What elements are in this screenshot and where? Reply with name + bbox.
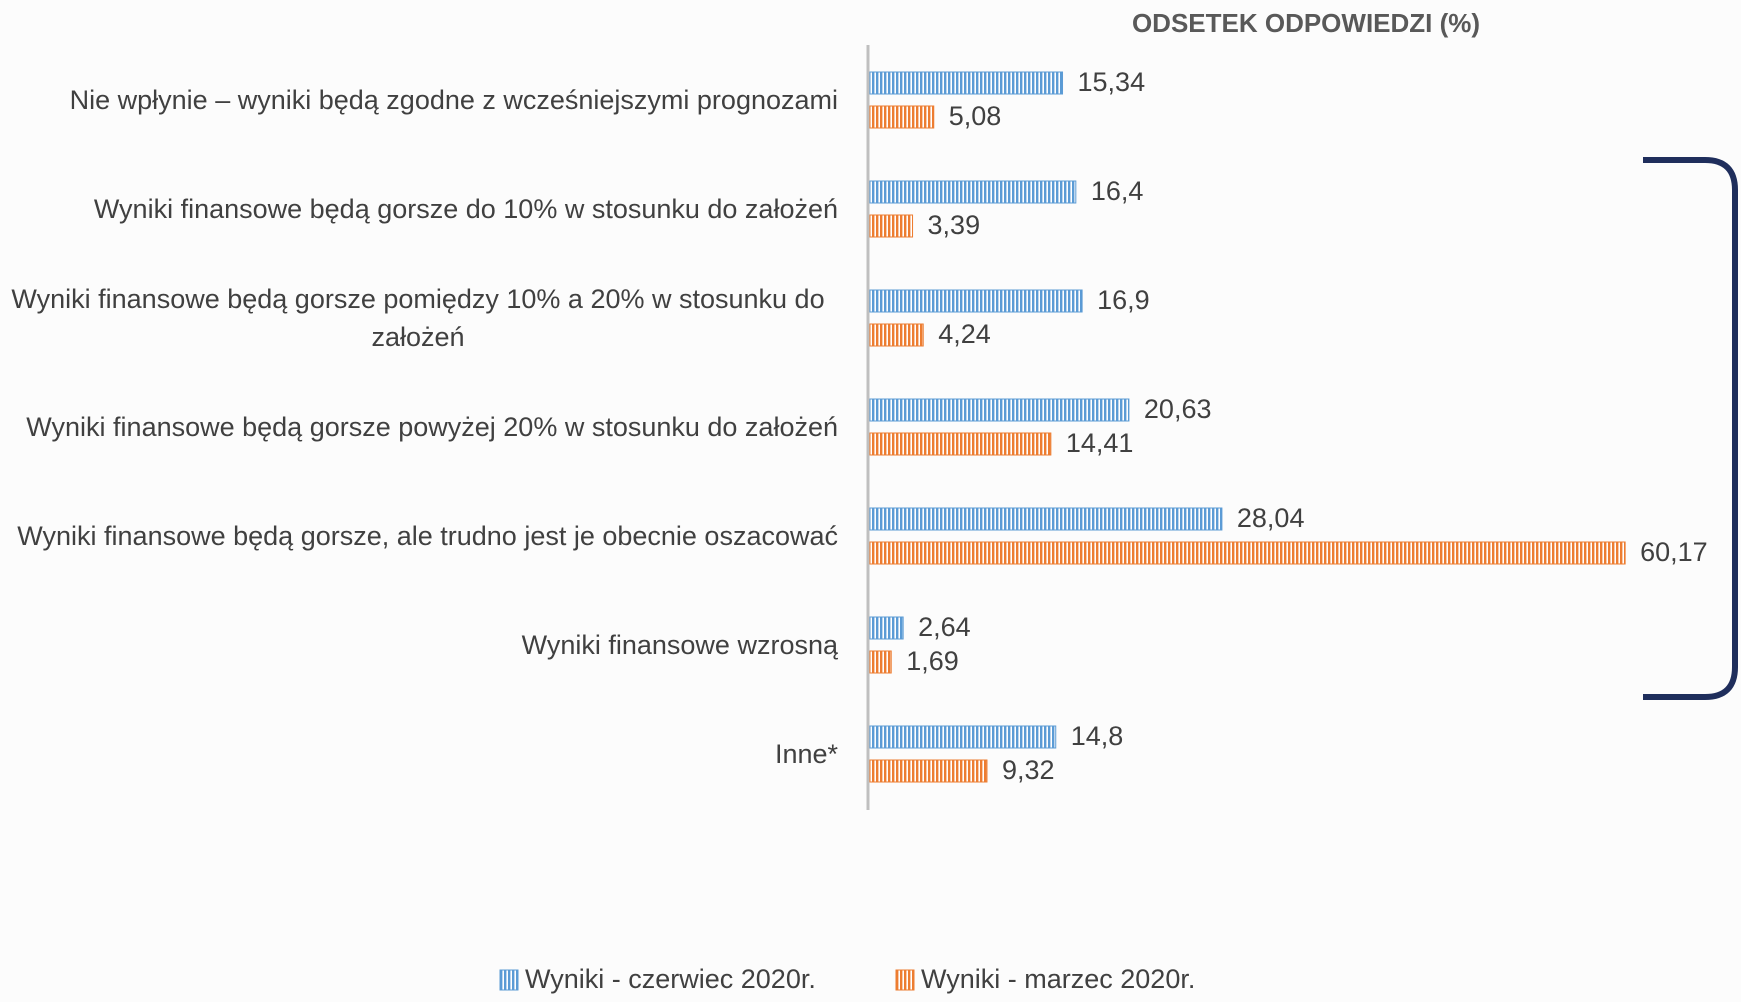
bar [869,323,924,347]
chart-title: ODSETEK ODPOWIEDZI (%) [1132,8,1480,38]
legend-swatch [499,969,519,991]
legend-label: Wyniki - czerwiec 2020r. [525,964,816,994]
bar [869,541,1626,565]
data-label: 20,63 [1144,394,1212,424]
data-label: 2,64 [918,612,971,642]
category-label: Wyniki finansowe będą gorsze powyżej 20%… [26,412,838,442]
data-label: 28,04 [1237,503,1305,533]
bar [869,105,935,129]
data-label: 14,8 [1071,721,1124,751]
category-label: Inne* [774,739,838,769]
category-label-box: Wyniki finansowe będą gorsze do 10% w st… [0,190,838,228]
category-label: Wyniki finansowe będą gorsze pomiędzy 10… [11,284,825,352]
category-label-box: Inne* [0,735,838,773]
category-label-box: Wyniki finansowe będą gorsze powyżej 20%… [0,408,838,446]
data-label: 60,17 [1640,537,1708,567]
legend-swatch [895,969,915,991]
data-label: 15,34 [1078,67,1146,97]
category-label-box: Wyniki finansowe będą gorsze pomiędzy 10… [0,280,838,356]
bar [869,432,1052,456]
data-label: 16,4 [1091,176,1144,206]
bar [869,650,892,674]
category-label-box: Nie wpłynie – wyniki będą zgodne z wcześ… [0,81,838,119]
category-label-box: Wyniki finansowe wzrosną [0,626,838,664]
bracket [1643,157,1738,700]
bar [869,71,1064,95]
data-label: 14,41 [1066,428,1134,458]
data-label: 4,24 [938,319,991,349]
data-label: 9,32 [1002,755,1055,785]
category-label: Wyniki finansowe wzrosną [521,630,838,660]
bar [869,398,1130,422]
bar [869,725,1057,749]
category-label-box: Wyniki finansowe będą gorsze, ale trudno… [0,517,838,555]
category-label: Wyniki finansowe będą gorsze, ale trudno… [17,521,838,551]
bar [869,759,988,783]
category-label: Nie wpłynie – wyniki będą zgodne z wcześ… [69,85,838,115]
category-label: Wyniki finansowe będą gorsze do 10% w st… [93,194,838,224]
data-label: 1,69 [906,646,959,676]
bar [869,289,1083,313]
data-label: 16,9 [1097,285,1150,315]
bar [869,214,914,238]
data-label: 3,39 [928,210,981,240]
legend-label: Wyniki - marzec 2020r. [921,964,1195,994]
bar [869,616,904,640]
bar [869,180,1077,204]
data-label: 5,08 [949,101,1002,131]
bar [869,507,1223,531]
